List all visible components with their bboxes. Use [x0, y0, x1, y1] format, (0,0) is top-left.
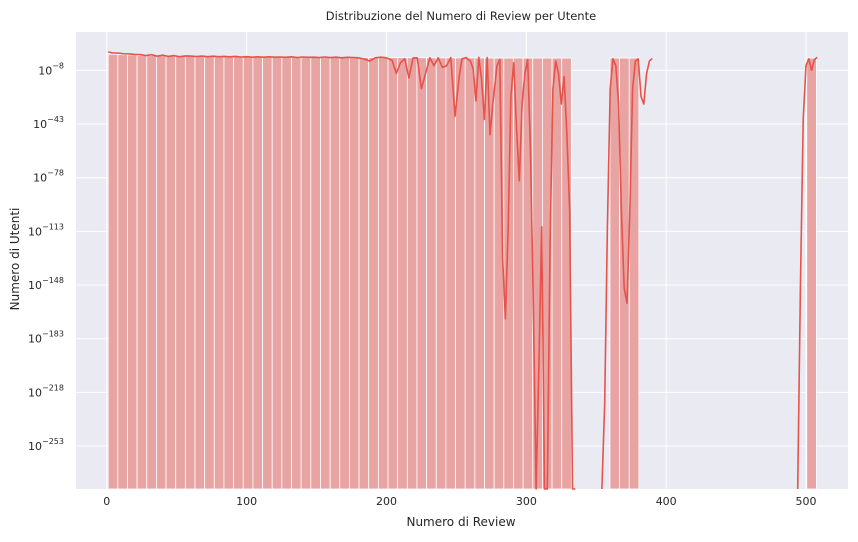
y-axis-label: Numero di Utenti	[8, 208, 22, 311]
y-axis-ticks: 10−8 10−43 10−78 10−113 10−148 10−183 10−218 10…	[28, 61, 64, 453]
histogram-bar	[493, 57, 505, 490]
histogram-bar	[136, 54, 148, 490]
histogram-bar	[435, 57, 447, 490]
histogram-bar	[271, 56, 283, 490]
x-tick-label: 400	[656, 495, 677, 508]
histogram-bar	[551, 57, 563, 490]
x-tick-label: 500	[796, 495, 817, 508]
histogram-bar	[416, 57, 428, 490]
histogram-bar	[349, 57, 360, 490]
y-tick-label: 10−113	[28, 222, 64, 238]
histogram-bar	[397, 57, 408, 490]
kde-line	[601, 57, 653, 490]
histogram-bar	[194, 55, 206, 490]
histogram-bar	[368, 57, 379, 490]
histogram-bar	[474, 57, 485, 490]
histogram-bar	[329, 57, 341, 490]
histogram-bar	[252, 56, 263, 490]
histogram-bar	[291, 56, 302, 490]
histogram-bar	[455, 57, 466, 490]
histogram-bar	[184, 55, 196, 490]
histogram-bar	[426, 57, 437, 490]
histogram-bar	[806, 57, 817, 490]
histogram-bar	[320, 56, 331, 490]
x-tick-label: 300	[516, 495, 537, 508]
histogram-bar	[358, 57, 370, 490]
histogram-bar	[522, 57, 534, 490]
histogram-bar	[300, 56, 312, 490]
histogram-bar	[127, 54, 138, 490]
histogram-bar	[146, 55, 157, 490]
histogram-bar	[213, 56, 225, 490]
histogram-bar	[281, 56, 292, 490]
x-tick-label: 100	[236, 495, 257, 508]
x-tick-label: 0	[103, 495, 110, 508]
y-tick-label: 10−8	[38, 61, 64, 77]
y-tick-label: 10−78	[33, 169, 64, 185]
histogram-bar	[233, 56, 244, 490]
kde-line	[796, 56, 818, 490]
histogram-bar	[156, 55, 167, 490]
x-axis-label: Numero di Review	[406, 515, 515, 529]
histogram-bar	[609, 57, 621, 490]
histogram-bar	[464, 57, 476, 490]
y-tick-label: 10−183	[28, 330, 64, 346]
histogram-bar	[377, 57, 389, 490]
histogram-bar	[339, 57, 350, 490]
y-tick-label: 10−148	[28, 276, 64, 292]
histogram-bar	[165, 55, 177, 490]
histogram-bar	[561, 57, 572, 490]
histogram-bar	[406, 57, 418, 490]
histogram-bar	[242, 56, 254, 490]
chart-title: Distribuzione del Numero di Review per U…	[326, 9, 596, 23]
x-axis-ticks: 0 100 200 300 400 500	[103, 495, 816, 508]
histogram-bar	[445, 57, 456, 490]
histogram-bar	[107, 53, 119, 490]
histogram-bar	[628, 57, 640, 490]
histogram-bars	[107, 53, 817, 490]
y-tick-label: 10−43	[33, 115, 64, 131]
histogram-bar	[262, 56, 273, 490]
histogram-bar	[310, 56, 321, 490]
histogram-bar	[503, 57, 514, 490]
x-tick-label: 200	[376, 495, 397, 508]
kde-line	[107, 51, 576, 490]
histogram-bar	[223, 56, 235, 490]
y-tick-label: 10−253	[28, 437, 64, 453]
histogram-bar	[117, 54, 128, 490]
histogram-bar	[175, 55, 186, 490]
histogram-bar	[204, 56, 215, 490]
kde-line-layer	[107, 51, 818, 490]
histogram-bar	[387, 57, 399, 490]
y-tick-label: 10−218	[28, 383, 64, 399]
